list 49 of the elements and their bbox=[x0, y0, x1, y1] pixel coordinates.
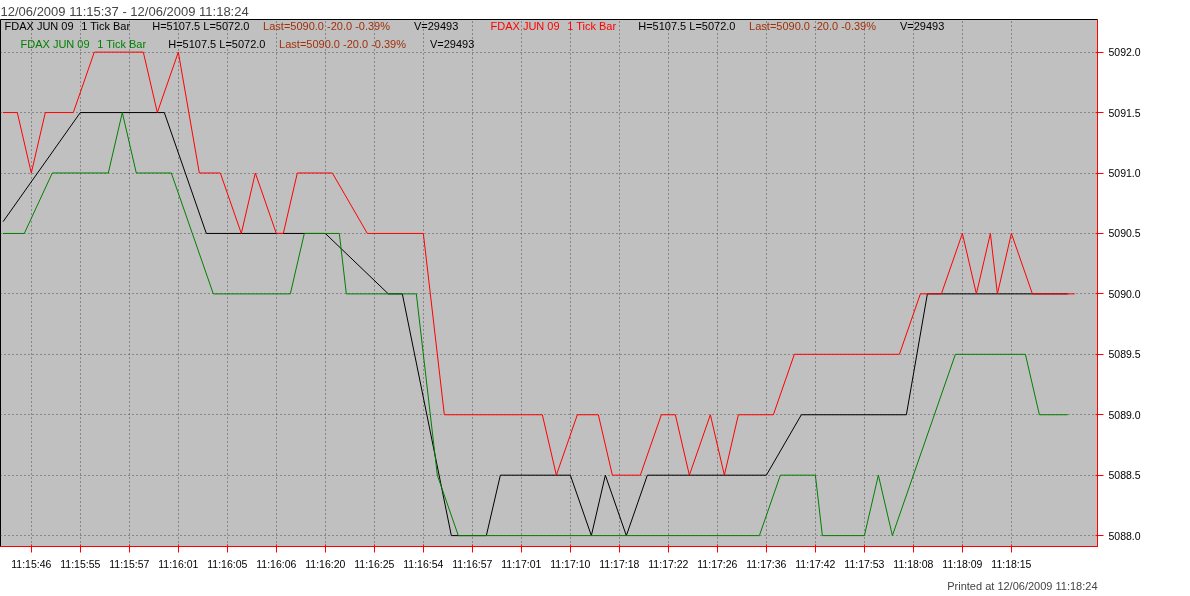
x-tick-label: 11:16:05 bbox=[207, 557, 248, 570]
y-tick-label: 5090.5 bbox=[1108, 227, 1141, 240]
x-tick-label: 11:17:36 bbox=[746, 557, 787, 570]
y-tick-label: 5091.0 bbox=[1108, 167, 1141, 180]
y-tick-label: 5088.0 bbox=[1108, 529, 1141, 542]
text: Printed at 12/06/2009 11:18:24 bbox=[947, 579, 1098, 592]
annotation: Last=5090.0 -20.0 -0.39% bbox=[263, 20, 391, 33]
x-tick-label: 11:15:57 bbox=[109, 557, 150, 570]
annotation: H=5107.5 L=5072.0 bbox=[638, 20, 736, 33]
annotation: Last=5090.0 -20.0 -0.39% bbox=[749, 20, 877, 33]
x-tick-label: 11:16:01 bbox=[158, 557, 199, 570]
chart-title: 12/06/2009 11:15:37 - 12/06/2009 11:18:24 bbox=[0, 3, 249, 19]
x-tick-label: 11:17:26 bbox=[697, 557, 738, 570]
y-tick-label: 5092.0 bbox=[1108, 46, 1141, 59]
x-tick-label: 11:16:06 bbox=[256, 557, 297, 570]
annotation: H=5107.5 L=5072.0 bbox=[168, 38, 266, 51]
x-tick-label: 11:18:08 bbox=[893, 557, 934, 570]
annotation: V=29493 bbox=[899, 20, 945, 33]
x-tick-label: 11:17:18 bbox=[599, 557, 640, 570]
x-tick-label: 11:17:42 bbox=[795, 557, 836, 570]
x-tick-label: 11:17:53 bbox=[844, 557, 885, 570]
annotation: Last=5090.0 -20.0 -0.39% bbox=[279, 38, 407, 51]
y-tick-label: 5088.5 bbox=[1108, 469, 1141, 482]
x-tick-label: 11:17:22 bbox=[648, 557, 689, 570]
x-tick-label: 11:18:15 bbox=[991, 557, 1032, 570]
x-tick-label: 11:16:57 bbox=[452, 557, 493, 570]
y-tick-label: 5089.0 bbox=[1108, 408, 1141, 421]
annotation: 1 Tick Bar bbox=[81, 20, 131, 33]
y-tick-label: 5089.5 bbox=[1108, 348, 1141, 361]
y-tick-label: 5091.5 bbox=[1108, 106, 1141, 119]
x-tick-label: 11:15:46 bbox=[11, 557, 52, 570]
x-tick-label: 11:17:10 bbox=[550, 557, 591, 570]
annotation: V=29493 bbox=[429, 38, 475, 51]
text: FDAX JUN 09 bbox=[20, 38, 90, 51]
line-series bbox=[2, 112, 1068, 537]
x-tick-label: 11:18:09 bbox=[942, 557, 983, 570]
annotation: 1 Tick Bar bbox=[97, 38, 147, 51]
annotation: V=29493 bbox=[413, 20, 459, 33]
annotation: H=5107.5 L=5072.0 bbox=[152, 20, 250, 33]
x-tick-label: 11:17:01 bbox=[501, 557, 542, 570]
x-tick-label: 11:16:25 bbox=[354, 557, 395, 570]
annotation: 1 Tick Bar bbox=[567, 20, 617, 33]
text: FDAX JUN 09 bbox=[4, 20, 74, 33]
x-tick-label: 11:16:20 bbox=[305, 557, 346, 570]
x-tick-label: 11:16:54 bbox=[403, 557, 444, 570]
x-tick-label: 11:15:55 bbox=[60, 557, 101, 570]
line-series bbox=[2, 51, 1075, 476]
text: FDAX JUN 09 bbox=[490, 20, 560, 33]
y-tick-label: 5090.0 bbox=[1108, 287, 1141, 300]
